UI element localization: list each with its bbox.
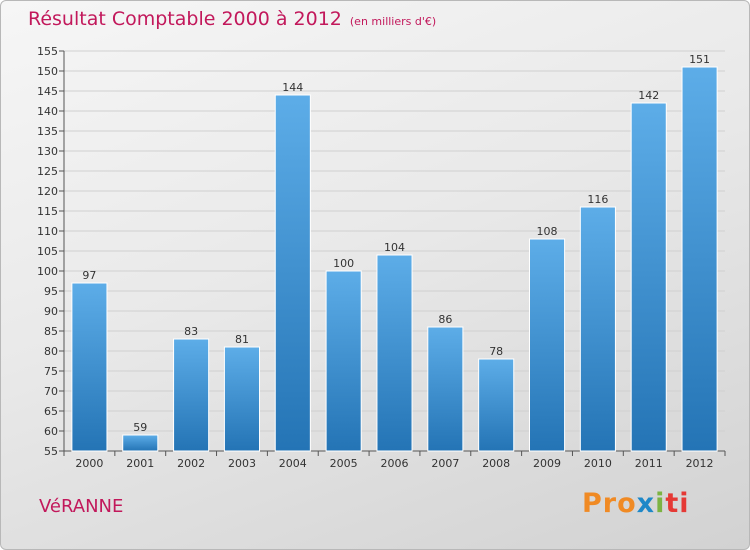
bar-value-label: 97: [82, 269, 96, 282]
bar-2005: [325, 270, 362, 452]
y-tick-label: 65: [44, 405, 58, 418]
bar-2003: [223, 346, 261, 452]
y-tick-label: 110: [37, 225, 58, 238]
bar-value-label: 151: [689, 53, 710, 66]
bar-value-label: 116: [587, 193, 608, 206]
logo-part-3: i: [655, 488, 666, 519]
y-tick-label: 130: [37, 145, 58, 158]
chart-title: Résultat Comptable 2000 à 2012 (en millie…: [28, 8, 436, 30]
bar-value-label: 100: [333, 257, 354, 270]
x-tick-label: 2007: [431, 457, 459, 470]
x-tick-label: 2005: [330, 457, 358, 470]
y-tick-label: 135: [37, 125, 58, 138]
bar-value-label: 59: [133, 421, 147, 434]
x-tick-label: 2008: [482, 457, 510, 470]
bar-2002: [173, 338, 210, 452]
bar-value-label: 83: [184, 325, 198, 338]
y-tick-label: 140: [37, 105, 58, 118]
bars: [71, 66, 718, 452]
y-tick-label: 145: [37, 85, 58, 98]
bar-value-label: 142: [638, 89, 659, 102]
bar-value-label: 86: [438, 313, 452, 326]
bar-value-label: 81: [235, 333, 249, 346]
y-tick-label: 95: [44, 285, 58, 298]
logo-part-2: x: [636, 488, 656, 519]
y-tick-label: 155: [37, 45, 58, 58]
y-tick-label: 60: [44, 425, 58, 438]
chart-title-text: Résultat Comptable 2000 à 2012: [28, 8, 342, 30]
y-tick-label: 100: [37, 265, 58, 278]
x-tick-label: 2001: [126, 457, 154, 470]
bar-2012: [681, 66, 718, 452]
commune-name: VéRANNE: [39, 496, 124, 517]
bar-2011: [630, 102, 667, 452]
x-tick-label: 2009: [533, 457, 561, 470]
y-tick-label: 150: [37, 65, 58, 78]
logo-part-1: Pro: [582, 488, 637, 519]
logo-part-4: ti: [665, 488, 690, 519]
y-tick-label: 55: [44, 445, 58, 458]
chart-subtitle: (en milliers d'€): [349, 15, 437, 28]
proxiti-logo: Proxiti: [582, 488, 690, 519]
y-tick-label: 105: [37, 245, 58, 258]
x-tick-label: 2012: [686, 457, 714, 470]
x-tick-label: 2011: [635, 457, 663, 470]
y-tick-label: 115: [37, 205, 58, 218]
y-tick-label: 80: [44, 345, 58, 358]
bar-2001: [122, 434, 159, 452]
y-tick-label: 120: [37, 185, 58, 198]
bar-2009: [528, 238, 566, 452]
bar-2004: [274, 94, 311, 452]
x-tick-label: 2002: [177, 457, 205, 470]
y-tick-label: 70: [44, 385, 58, 398]
bar-value-label: 104: [384, 241, 405, 254]
bar-value-label: 78: [489, 345, 503, 358]
y-tick-label: 75: [44, 365, 58, 378]
y-tick-label: 90: [44, 305, 58, 318]
bar-2007: [427, 326, 464, 452]
bar-2008: [478, 358, 515, 452]
bar-value-label: 108: [537, 225, 558, 238]
bar-value-label: 144: [282, 81, 303, 94]
x-tick-label: 2006: [381, 457, 409, 470]
labels: 97 2000 59 2001 83 2002 81 2003 144 2004 100 2005 10…: [75, 53, 713, 470]
x-tick-label: 2004: [279, 457, 307, 470]
x-tick-label: 2000: [75, 457, 103, 470]
bar-2010: [579, 206, 616, 452]
x-tick-label: 2010: [584, 457, 612, 470]
x-tick-label: 2003: [228, 457, 256, 470]
bar-2006: [376, 254, 413, 452]
y-tick-label: 85: [44, 325, 58, 338]
y-tick-label: 125: [37, 165, 58, 178]
bar-2000: [71, 282, 108, 452]
